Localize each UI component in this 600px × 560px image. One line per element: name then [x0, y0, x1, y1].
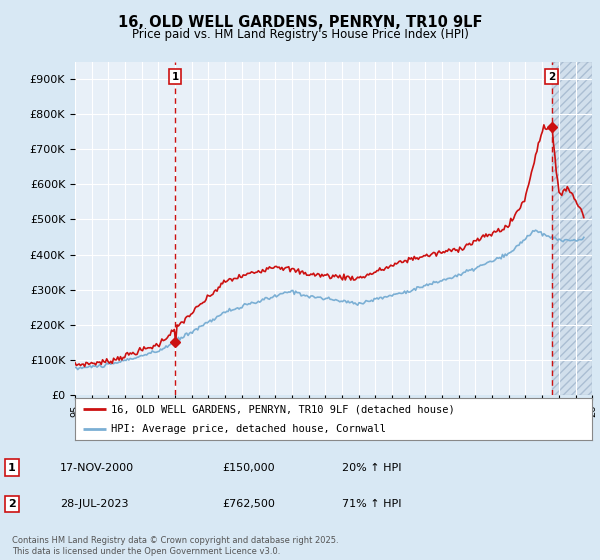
Text: 17-NOV-2000: 17-NOV-2000 [60, 463, 134, 473]
Text: Contains HM Land Registry data © Crown copyright and database right 2025.
This d: Contains HM Land Registry data © Crown c… [12, 536, 338, 556]
Text: 2: 2 [8, 499, 16, 509]
Text: 28-JUL-2023: 28-JUL-2023 [60, 499, 128, 509]
Text: £150,000: £150,000 [222, 463, 275, 473]
Text: 20% ↑ HPI: 20% ↑ HPI [342, 463, 401, 473]
Text: 16, OLD WELL GARDENS, PENRYN, TR10 9LF (detached house): 16, OLD WELL GARDENS, PENRYN, TR10 9LF (… [111, 404, 455, 414]
Text: 16, OLD WELL GARDENS, PENRYN, TR10 9LF: 16, OLD WELL GARDENS, PENRYN, TR10 9LF [118, 15, 482, 30]
Text: 2: 2 [548, 72, 555, 82]
Text: 1: 1 [8, 463, 16, 473]
Text: 1: 1 [172, 72, 179, 82]
Text: 71% ↑ HPI: 71% ↑ HPI [342, 499, 401, 509]
Text: Price paid vs. HM Land Registry's House Price Index (HPI): Price paid vs. HM Land Registry's House … [131, 28, 469, 41]
Text: HPI: Average price, detached house, Cornwall: HPI: Average price, detached house, Corn… [111, 424, 386, 434]
Bar [551, 62, 592, 395]
Text: £762,500: £762,500 [222, 499, 275, 509]
